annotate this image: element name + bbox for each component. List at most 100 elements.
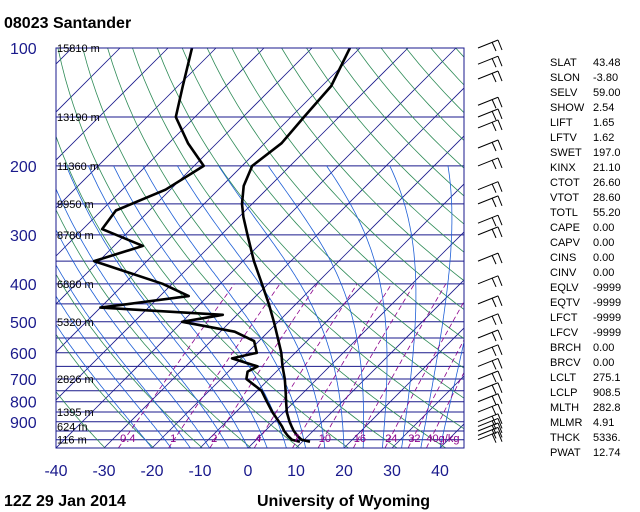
index-value: 1.62	[593, 132, 614, 144]
moist-adiabat	[56, 264, 191, 448]
moist-adiabat	[420, 165, 453, 448]
wind-barb	[477, 226, 503, 239]
height-label: 13190 m	[57, 112, 100, 124]
wind-barb	[477, 422, 503, 435]
index-value: 55.20	[593, 207, 621, 219]
mixing-ratio-label: 40g/kg	[426, 433, 459, 445]
diagram-grid	[56, 48, 464, 448]
dry-adiabat	[306, 48, 464, 225]
moist-adiabat	[267, 165, 364, 448]
index-name: BRCH	[550, 342, 581, 354]
index-value: -3.80	[593, 72, 618, 84]
index-value: 0.00	[593, 252, 614, 264]
sounding-profile-line	[240, 48, 352, 443]
dry-adiabat	[56, 135, 300, 448]
isotherm-line	[56, 48, 265, 257]
observation-time: 12Z 29 Jan 2014	[4, 493, 126, 510]
wind-barb	[477, 139, 503, 152]
wind-barb	[477, 195, 503, 208]
isotherm-line	[151, 135, 464, 448]
moist-adiabat	[88, 165, 268, 448]
index-value: 275.1	[593, 372, 621, 384]
moist-adiabat	[56, 324, 153, 448]
height-label: 1395 m	[57, 407, 94, 419]
wind-barb	[477, 329, 503, 342]
dry-adiabat	[107, 48, 447, 448]
mixing-ratio-label: 2	[211, 433, 217, 445]
wind-barb	[477, 417, 503, 430]
index-name: THCK	[550, 432, 581, 444]
isotherm-line	[56, 48, 313, 305]
mixing-ratio-label: 16	[354, 433, 366, 445]
index-name: CAPV	[550, 237, 581, 249]
temperature-tick-label: -20	[140, 463, 163, 480]
temperature-tick-label: 40	[431, 463, 449, 480]
mixing-ratio-line	[168, 283, 281, 448]
wind-barb	[477, 431, 503, 443]
index-name: SLAT	[550, 57, 577, 69]
mixing-ratio-line	[209, 283, 318, 448]
mixing-ratio-label: 7	[293, 433, 299, 445]
sounding-profile-line	[92, 48, 301, 443]
isotherm-line	[56, 48, 409, 401]
height-label: 8780 m	[57, 230, 94, 242]
plot-frame	[55, 47, 465, 449]
isotherm-line	[391, 375, 464, 448]
wind-barb	[477, 313, 503, 325]
wind-barb	[477, 413, 503, 425]
pressure-tick-label: 600	[10, 346, 37, 363]
index-value: 1.65	[593, 117, 614, 129]
wind-barb	[477, 70, 503, 83]
dry-adiabat	[206, 48, 464, 340]
wind-barbs	[477, 39, 503, 443]
dry-adiabat	[281, 48, 464, 253]
height-label: 6880 m	[57, 279, 94, 291]
index-name: SWET	[550, 147, 582, 159]
height-label: 5320 m	[57, 317, 94, 329]
wind-barb	[477, 108, 503, 121]
dry-adiabat	[156, 48, 464, 399]
index-value: 28.60	[593, 192, 621, 204]
wind-barb	[477, 181, 503, 193]
index-name: LFTV	[550, 132, 578, 144]
mixing-ratio-label: 10	[319, 433, 331, 445]
pressure-tick-label: 800	[10, 395, 37, 412]
moist-adiabat	[326, 165, 388, 448]
wind-barb	[477, 393, 503, 405]
index-name: EQTV	[550, 297, 581, 309]
data-source: University of Wyoming	[257, 493, 430, 510]
moist-adiabat	[177, 165, 326, 448]
mixing-ratio-label: 4	[255, 433, 261, 445]
dry-adiabat	[56, 273, 203, 448]
index-name: MLMR	[550, 417, 582, 429]
isotherm-line	[56, 48, 457, 448]
index-name: MLTH	[550, 402, 579, 414]
index-value: -9999	[593, 327, 621, 339]
wind-barb	[477, 295, 503, 308]
dry-adiabat	[82, 48, 398, 448]
moist-adiabat	[113, 165, 287, 448]
index-value: 197.0	[593, 147, 621, 159]
index-value: 4.91	[593, 417, 614, 429]
mixing-ratio-label: 1	[170, 433, 176, 445]
pressure-tick-label: 100	[10, 41, 37, 58]
dry-adiabat	[56, 333, 154, 448]
moist-adiabat	[142, 165, 306, 448]
mixing-ratio-line	[426, 371, 464, 448]
height-label: 624 m	[57, 421, 88, 433]
mixing-ratio-label: 0.4	[120, 433, 135, 445]
pressure-tick-label: 700	[10, 372, 37, 389]
temperature-tick-label: -10	[188, 463, 211, 480]
index-name: LFCT	[550, 312, 578, 324]
wind-barb	[477, 96, 503, 109]
index-value: 0.00	[593, 222, 614, 234]
index-value: 5336.	[593, 432, 621, 444]
index-value: -9999	[593, 282, 621, 294]
height-label: 15810 m	[57, 43, 100, 55]
index-name: TOTL	[550, 207, 578, 219]
moist-adiabat	[439, 340, 464, 448]
index-value: 0.00	[593, 267, 614, 279]
temperature-tick-label: 0	[244, 463, 253, 480]
moist-adiabat	[65, 165, 249, 448]
profile-lines	[92, 48, 352, 443]
